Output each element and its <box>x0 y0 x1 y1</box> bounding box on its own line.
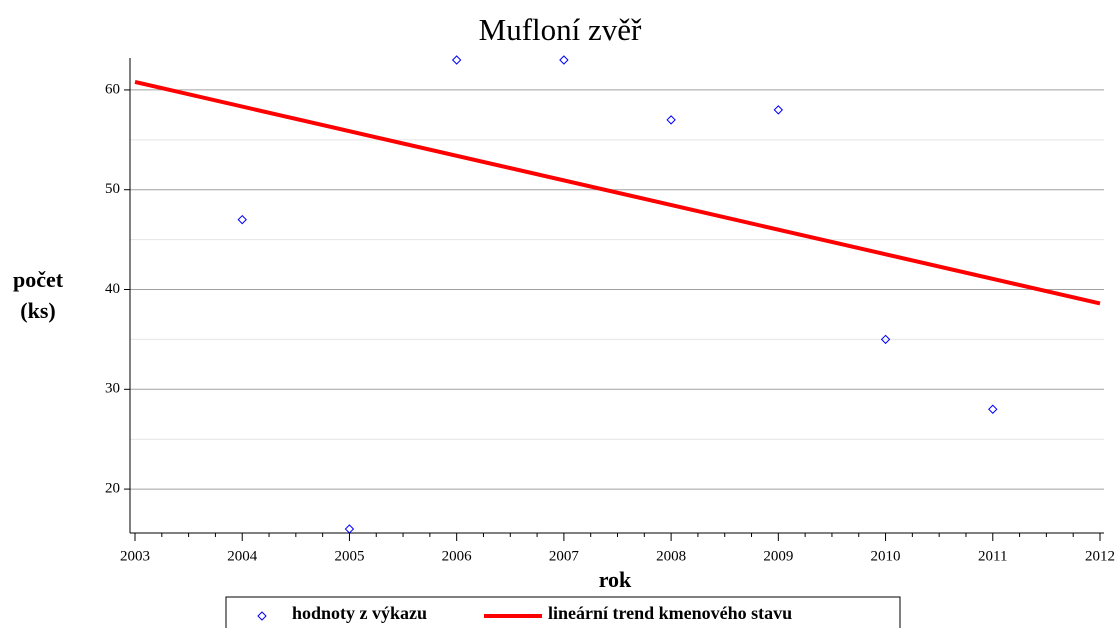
y-tick-label: 60 <box>105 81 120 97</box>
legend-box <box>225 596 901 628</box>
x-tick-label: 2012 <box>1085 548 1115 564</box>
scatter-point <box>451 55 462 65</box>
x-tick-label: 2005 <box>334 548 364 564</box>
scatter-point <box>773 105 784 115</box>
x-tick-label: 2007 <box>549 548 580 564</box>
y-tick-label: 20 <box>105 481 120 497</box>
x-axis-label: rok <box>599 567 632 592</box>
chart-title: Mufloní zvěř <box>479 12 642 47</box>
trend-line <box>134 80 1101 306</box>
x-tick-label: 2008 <box>656 548 686 564</box>
x-tick-label: 2011 <box>978 548 1007 564</box>
x-tick-label: 2004 <box>227 548 258 564</box>
scatter-point <box>880 334 891 345</box>
legend-label: lineární trend kmenového stavu <box>548 603 792 623</box>
legend-label: hodnoty z výkazu <box>292 603 427 623</box>
y-axis-label: počet <box>13 267 64 292</box>
y-tick-label: 50 <box>105 181 120 197</box>
x-tick-label: 2006 <box>442 548 473 564</box>
scatter-point <box>988 404 998 414</box>
x-tick-label: 2010 <box>871 548 901 564</box>
y-tick-label: 30 <box>105 381 120 397</box>
y-tick-label: 40 <box>105 281 120 297</box>
legend-marker <box>257 611 267 621</box>
scatter-point <box>666 115 676 125</box>
x-tick-label: 2009 <box>763 548 793 564</box>
y-axis-label: (ks) <box>20 298 55 323</box>
scatter-point <box>559 55 569 65</box>
x-tick-label: 2003 <box>120 548 150 564</box>
legend: hodnoty z výkazu lineární trend kmenového… <box>225 596 901 628</box>
scatter-point <box>237 214 247 225</box>
scatter-point <box>344 524 355 534</box>
